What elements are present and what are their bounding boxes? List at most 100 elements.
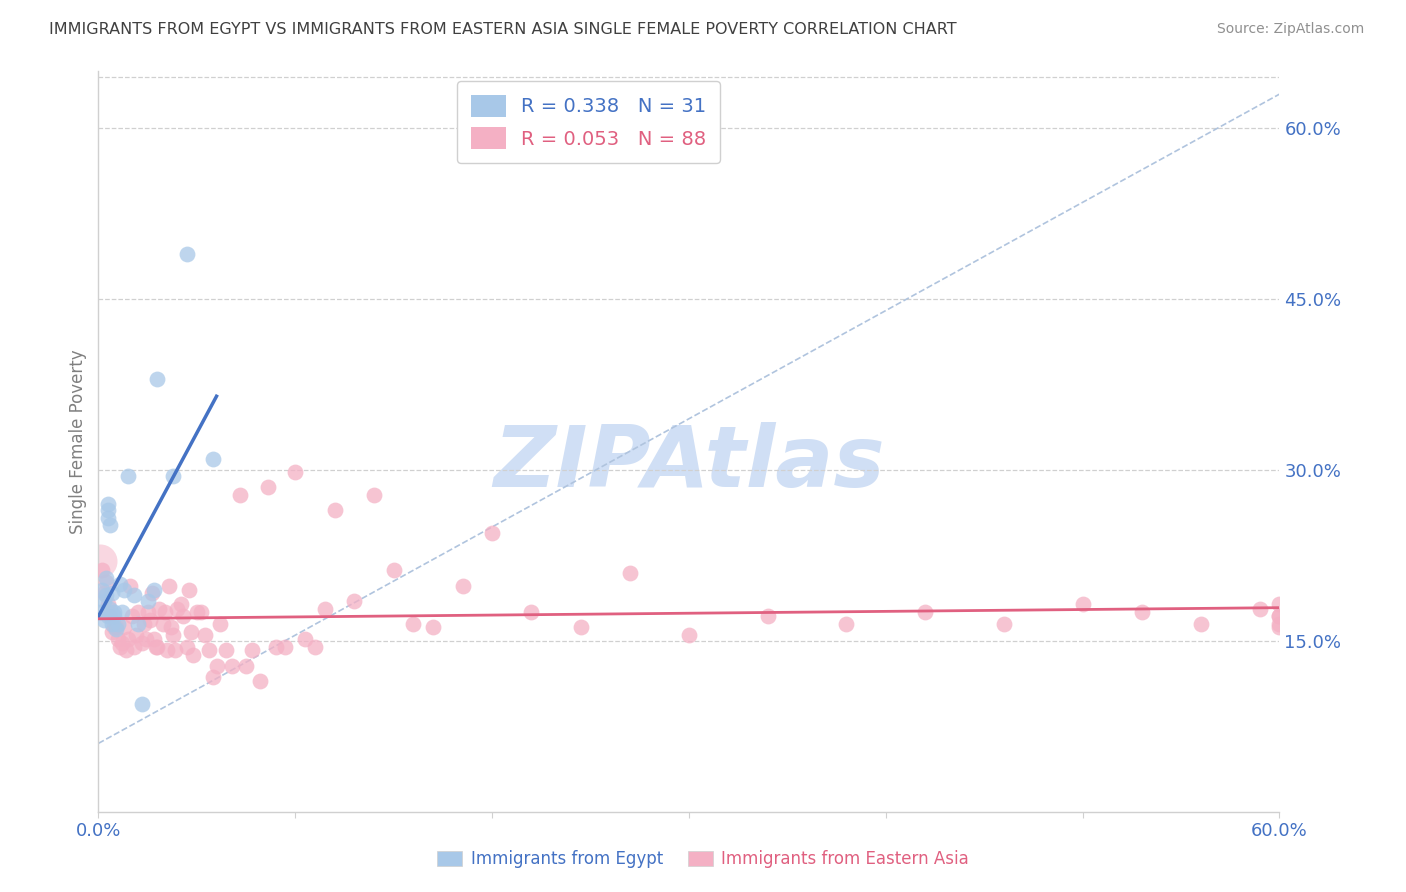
Point <box>993 616 1015 631</box>
Point <box>165 643 187 657</box>
Point <box>756 608 779 623</box>
Point <box>314 602 336 616</box>
Point <box>103 606 125 620</box>
Point <box>162 468 184 483</box>
Point <box>101 616 124 631</box>
Point <box>284 465 307 479</box>
Point <box>294 632 316 646</box>
Point <box>1268 608 1291 623</box>
Legend: Immigrants from Egypt, Immigrants from Eastern Asia: Immigrants from Egypt, Immigrants from E… <box>430 844 976 875</box>
Point <box>177 582 200 597</box>
Point <box>264 640 287 654</box>
Point <box>131 697 153 711</box>
Point <box>108 640 131 654</box>
Point <box>132 616 155 631</box>
Point <box>162 628 184 642</box>
Point <box>107 616 129 631</box>
Legend: R = 0.338   N = 31, R = 0.053   N = 88: R = 0.338 N = 31, R = 0.053 N = 88 <box>457 81 720 163</box>
Point <box>141 586 163 600</box>
Point <box>1071 598 1094 612</box>
Point <box>138 613 160 627</box>
Point <box>166 602 188 616</box>
Point <box>197 643 219 657</box>
Point <box>136 606 159 620</box>
Point <box>93 613 115 627</box>
Point <box>91 563 114 577</box>
Point <box>194 628 217 642</box>
Point <box>127 616 149 631</box>
Point <box>91 582 114 597</box>
Point <box>363 488 385 502</box>
Point <box>97 598 120 612</box>
Point <box>229 488 252 502</box>
Point <box>172 608 194 623</box>
Point <box>221 659 243 673</box>
Point <box>146 372 169 386</box>
Point <box>190 606 212 620</box>
Point <box>274 640 297 654</box>
Point <box>125 628 148 642</box>
Point <box>156 643 179 657</box>
Point <box>136 594 159 608</box>
Point <box>121 608 143 623</box>
Point <box>108 577 131 591</box>
Point <box>170 598 193 612</box>
Point <box>89 606 111 620</box>
Point <box>101 586 124 600</box>
Point <box>131 636 153 650</box>
Point <box>98 608 121 623</box>
Point <box>1268 616 1291 631</box>
Point <box>145 640 167 654</box>
Point <box>89 554 111 568</box>
Point <box>122 588 145 602</box>
Point <box>105 620 128 634</box>
Point <box>323 503 346 517</box>
Point <box>101 624 124 639</box>
Point <box>835 616 858 631</box>
Point <box>118 579 141 593</box>
Point <box>1268 620 1291 634</box>
Point <box>112 582 135 597</box>
Point <box>914 606 936 620</box>
Point <box>93 586 115 600</box>
Point <box>107 632 129 646</box>
Point <box>186 606 208 620</box>
Point <box>117 632 139 646</box>
Point <box>343 594 366 608</box>
Point <box>678 628 700 642</box>
Point <box>180 624 202 639</box>
Point <box>176 640 198 654</box>
Point <box>103 608 125 623</box>
Point <box>155 606 177 620</box>
Point <box>240 643 263 657</box>
Point <box>256 480 278 494</box>
Text: Source: ZipAtlas.com: Source: ZipAtlas.com <box>1216 22 1364 37</box>
Point <box>1189 616 1212 631</box>
Point <box>382 563 405 577</box>
Point <box>105 623 128 637</box>
Point <box>201 451 224 466</box>
Point <box>157 579 180 593</box>
Point <box>111 636 134 650</box>
Point <box>93 594 115 608</box>
Text: ZIPAtlas: ZIPAtlas <box>494 422 884 505</box>
Point <box>98 602 121 616</box>
Point <box>148 602 170 616</box>
Point <box>181 648 204 662</box>
Point <box>117 468 139 483</box>
Y-axis label: Single Female Poverty: Single Female Poverty <box>69 350 87 533</box>
Point <box>96 574 118 589</box>
Point <box>96 571 118 585</box>
Point <box>1268 598 1291 612</box>
Point <box>112 620 135 634</box>
Point <box>122 640 145 654</box>
Point <box>235 659 257 673</box>
Point <box>201 670 224 684</box>
Point <box>1268 608 1291 623</box>
Point <box>127 606 149 620</box>
Point <box>520 606 543 620</box>
Point <box>96 588 118 602</box>
Point <box>215 643 238 657</box>
Point <box>209 616 232 631</box>
Point <box>1130 606 1153 620</box>
